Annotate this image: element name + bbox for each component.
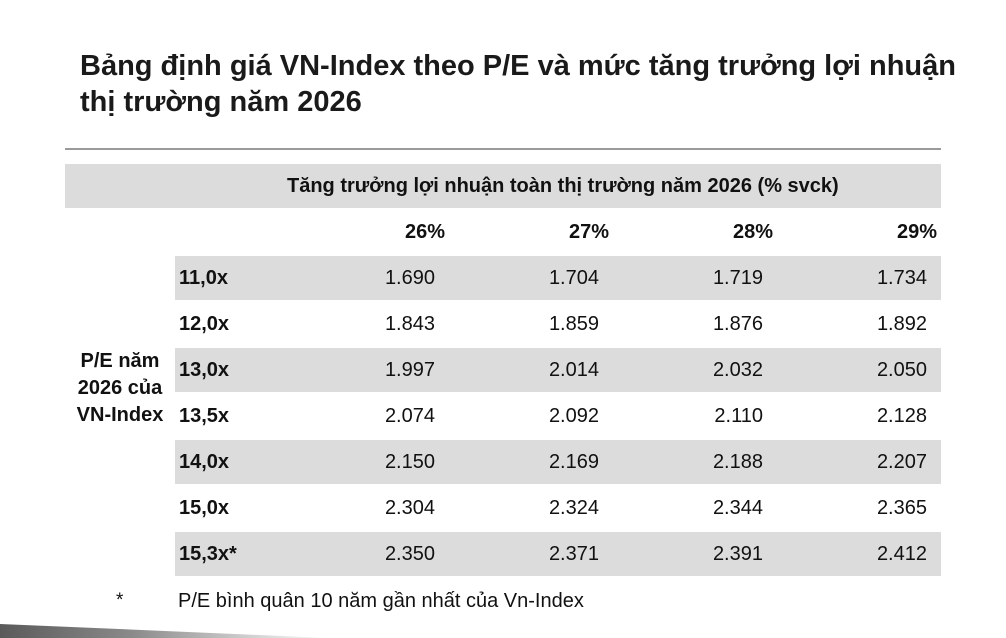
table-cell: 2.032 xyxy=(712,359,763,381)
column-header-4: 29% xyxy=(896,221,937,243)
table-cell: 1.734 xyxy=(876,267,927,289)
table-cell: 1.704 xyxy=(548,267,599,289)
group-header: Tăng trưởng lợi nhuận toàn thị trường nă… xyxy=(287,175,839,197)
row-pe-label: 12,0x xyxy=(179,313,230,335)
table-cell: 1.843 xyxy=(384,313,435,335)
group-header-band xyxy=(65,164,941,208)
row-pe-label: 13,0x xyxy=(179,359,230,381)
table-cell: 1.997 xyxy=(384,359,435,381)
column-header-3: 28% xyxy=(732,221,773,243)
row-band-7 xyxy=(175,532,941,576)
row-band-5 xyxy=(175,440,941,484)
column-header-1: 26% xyxy=(404,221,445,243)
page-corner-shadow xyxy=(0,624,330,638)
table-cell: 2.391 xyxy=(712,543,763,565)
column-header-2: 27% xyxy=(568,221,609,243)
table-cell: 2.412 xyxy=(876,543,927,565)
table-cell: 2.050 xyxy=(876,359,927,381)
table-cell: 1.719 xyxy=(712,267,763,289)
table-cell: 2.128 xyxy=(876,405,927,427)
row-group-label: P/E năm 2026 của VN-Index xyxy=(76,350,164,426)
table-cell: 2.324 xyxy=(548,497,599,519)
table-cell: 2.344 xyxy=(712,497,763,519)
row-pe-label: 15,3x* xyxy=(179,543,237,565)
table-cell: 2.169 xyxy=(548,451,599,473)
table-cell: 2.074 xyxy=(384,405,435,427)
page-title: Bảng định giá VN-Index theo P/E và mức t… xyxy=(80,50,956,118)
table-cell: 2.150 xyxy=(384,451,435,473)
row-band-3 xyxy=(175,348,941,392)
table-cell: 1.859 xyxy=(548,313,599,335)
table-cell: 1.876 xyxy=(712,313,763,335)
table-cell: 2.304 xyxy=(384,497,435,519)
table-cell: 2.092 xyxy=(548,405,599,427)
table-cell: 2.207 xyxy=(876,451,927,473)
title-divider xyxy=(65,148,941,150)
table-cell: 2.371 xyxy=(548,543,599,565)
table-cell: 2.188 xyxy=(712,451,763,473)
row-pe-label: 15,0x xyxy=(179,497,230,519)
table-cell: 2.014 xyxy=(548,359,599,381)
row-pe-label: 14,0x xyxy=(179,451,230,473)
table-cell: 2.365 xyxy=(876,497,927,519)
row-pe-label: 11,0x xyxy=(179,267,228,289)
table-cell: 1.690 xyxy=(384,267,435,289)
table-cell: 2.350 xyxy=(384,543,435,565)
row-band-1 xyxy=(175,256,941,300)
row-pe-label: 13,5x xyxy=(179,405,230,427)
footnote-text: P/E bình quân 10 năm gần nhất của Vn-Ind… xyxy=(178,590,584,612)
footnote-marker: * xyxy=(116,590,124,611)
table-cell: 2.110 xyxy=(714,405,763,427)
table-cell: 1.892 xyxy=(876,313,927,335)
